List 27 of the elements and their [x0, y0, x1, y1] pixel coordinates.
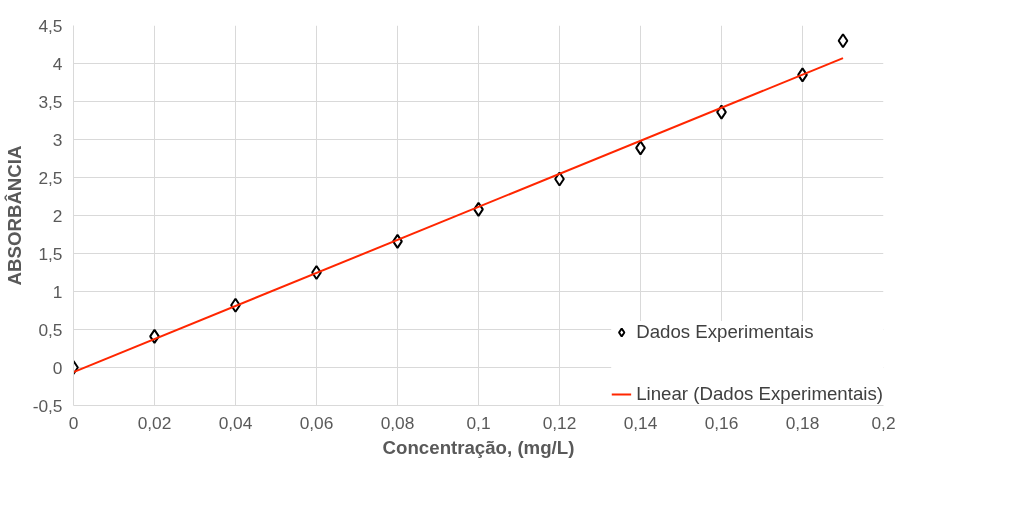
y-tick-label: 3 [52, 129, 63, 150]
y-tick-label: 0 [52, 357, 63, 378]
y-tick-label: -0,5 [32, 395, 63, 416]
x-tick-label: 0 [68, 412, 79, 433]
x-tick-label: 0,06 [299, 412, 334, 433]
y-tick-label: 2 [52, 205, 63, 226]
y-tick-label: 1,5 [38, 243, 63, 264]
x-tick-label: 0,1 [466, 412, 491, 433]
point [837, 33, 849, 49]
x-tick-label: 0,16 [704, 412, 739, 433]
y-tick-label: 4 [52, 53, 63, 74]
y-axis-title: ABSORBÂNCIA [3, 145, 25, 286]
x-tick-label: 0,18 [785, 412, 820, 433]
y-tick-label: 2,5 [38, 167, 63, 188]
x-tick-label: 0,14 [623, 412, 658, 433]
x-tick-label: 0,02 [137, 412, 172, 433]
legend-label: Linear (Dados Experimentais) [636, 383, 883, 405]
x-tick-label: 0,2 [871, 412, 896, 433]
x-tick-label: 0,08 [380, 412, 415, 433]
y-tick-label: 4,5 [38, 15, 63, 36]
x-tick-label: 0,04 [218, 412, 253, 433]
y-tick-label: 3,5 [38, 91, 63, 112]
y-tick-label: 0,5 [38, 319, 63, 340]
x-axis-title: Concentração, (mg/L) [382, 436, 575, 458]
x-tick-label: 0,12 [542, 412, 577, 433]
y-tick-label: 1 [52, 281, 63, 302]
legend-label: Dados Experimentais [636, 321, 814, 343]
